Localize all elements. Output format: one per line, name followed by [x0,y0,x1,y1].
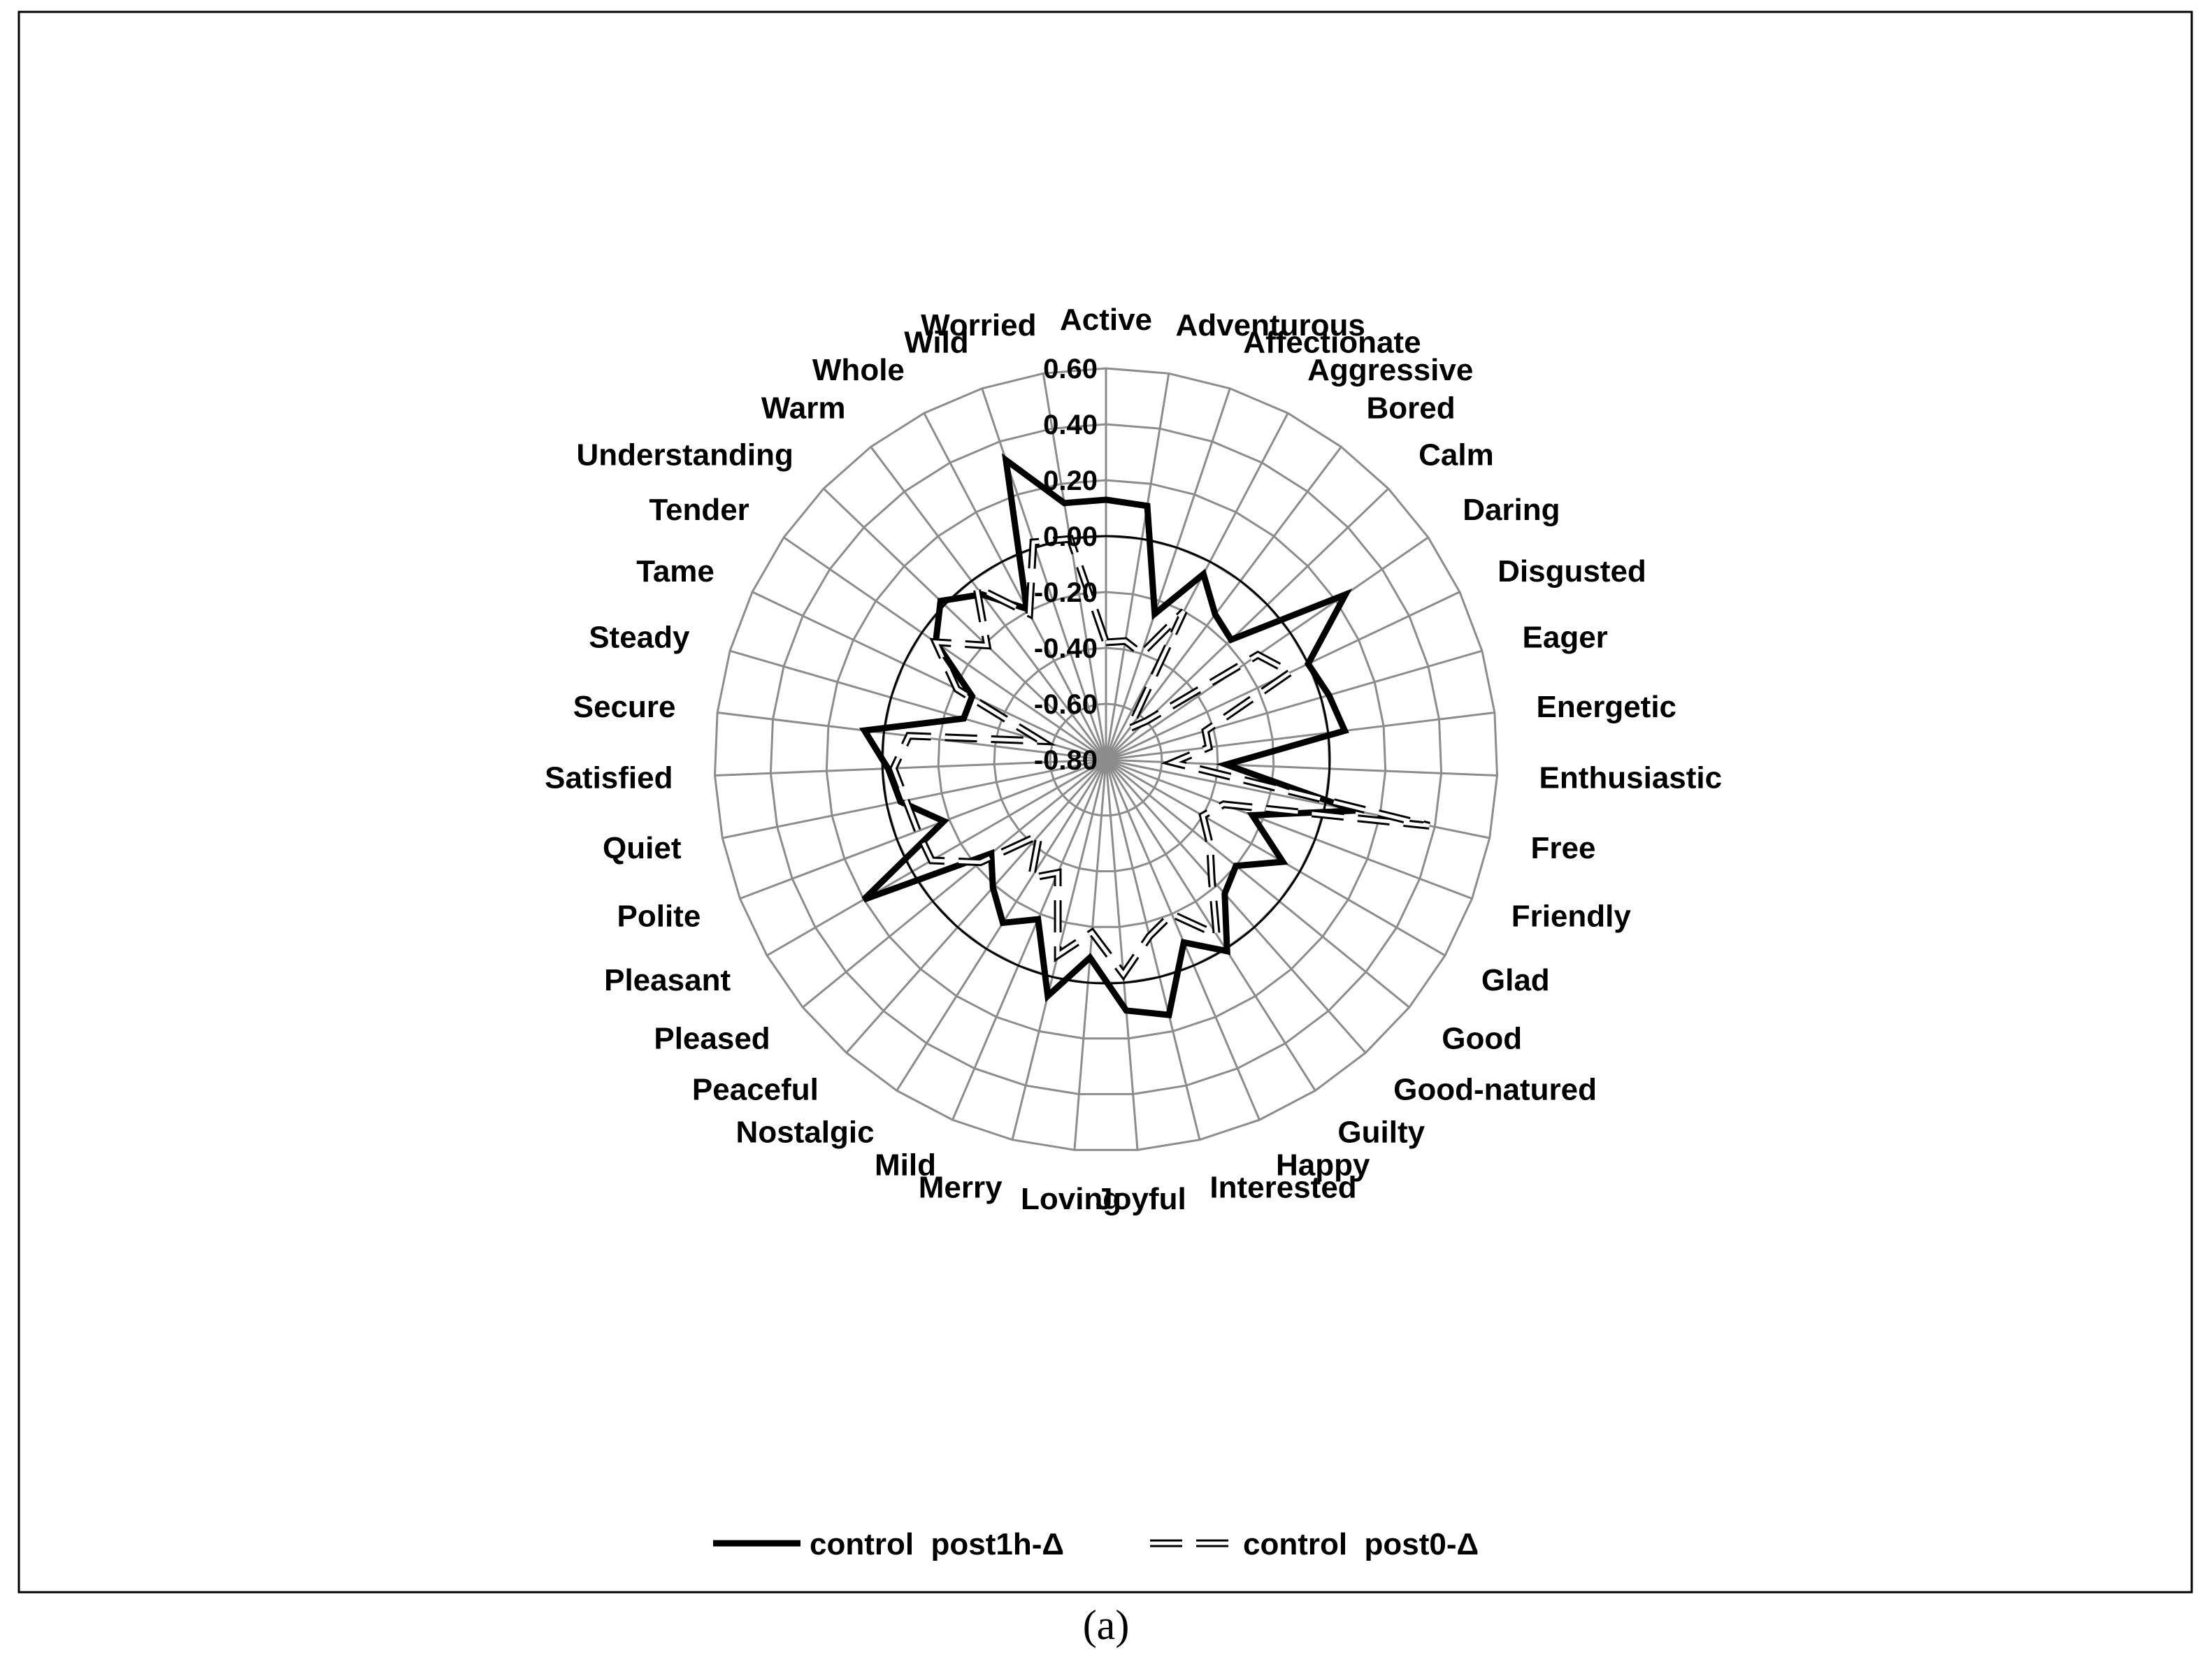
tick-label: 0.60 [1043,354,1098,384]
category-label: Guilty [1337,1116,1425,1150]
category-label: Pleasant [604,963,731,997]
grid-spoke [1105,758,1446,957]
grid-spoke [1042,373,1107,760]
grid-spoke [739,758,1107,900]
series-line-post0-inner [891,537,1430,978]
grid-spoke [951,759,1107,1120]
category-label: Understanding [576,438,793,472]
category-label: Pleased [654,1021,770,1055]
grid-spoke [1105,758,1410,1009]
grid-spoke [1105,759,1139,1150]
tick-label: 0.00 [1043,521,1098,552]
tick-label: -0.20 [1034,577,1098,608]
grid-spoke [1105,712,1495,761]
category-label: Good [1442,1021,1522,1055]
tick-label: 0.40 [1043,410,1098,440]
tick-label: 0.20 [1043,465,1098,496]
grid-spoke [802,758,1107,1009]
grid-spoke [870,446,1107,760]
category-label: Calm [1419,438,1494,472]
grid-ring [825,479,1387,1040]
grid-spoke [1105,758,1473,900]
category-label: Peaceful [692,1073,819,1107]
grid-spoke [714,758,1107,777]
grid-spoke [981,388,1107,760]
category-label: Bored [1367,391,1456,425]
radar-series [859,453,1430,1018]
grid-ring [769,423,1443,1095]
category-label: Secure [573,690,676,724]
grid-spoke [1105,388,1231,760]
category-label: Tame [636,554,714,589]
category-label: Nostalgic [736,1116,875,1150]
category-label: Enthusiastic [1539,760,1723,795]
category-label: Eager [1523,621,1608,655]
grid-ring [993,647,1219,872]
category-label: Warm [761,391,846,425]
grid-ring [1049,702,1163,817]
category-label: Adventurous [1176,308,1365,342]
category-label: Happy [1276,1148,1370,1183]
category-label: Energetic [1537,690,1677,724]
grid-spoke [1105,759,1201,1141]
figure-caption: (a) [1083,1602,1130,1648]
category-label: Worried [921,308,1036,342]
category-label: Free [1531,831,1596,865]
legend-label-post0: control post0-Δ [1243,1527,1479,1561]
category-label: Loving [1021,1182,1121,1216]
series-line-post1h [859,453,1357,1018]
category-label: Disgusted [1498,554,1646,589]
grid-spoke [845,759,1107,1054]
grid-spoke [1105,446,1342,760]
grid-spoke [923,412,1107,760]
category-label: Quiet [603,831,682,865]
grid-spoke [1105,759,1367,1054]
category-label: Active [1060,303,1152,337]
category-label: Whole [812,353,905,387]
category-label: Joyful [1096,1182,1186,1216]
category-label: Steady [589,621,690,655]
grid-spoke [1105,412,1289,760]
grid-spoke [823,488,1107,761]
category-label: Affectionate [1243,325,1421,359]
grid-spoke [1105,373,1170,760]
category-label: Daring [1463,493,1560,527]
category-label: Satisfied [545,760,673,795]
tick-label: -0.60 [1034,689,1098,720]
category-label: Glad [1481,963,1550,997]
grid-spoke [783,536,1107,761]
category-label: Mild [875,1148,936,1183]
category-label: Aggressive [1307,353,1473,387]
radial-axis-ticks: 0.60 0.40 0.20 0.00 -0.20 -0.40 -0.60 -0.80 [1034,354,1098,776]
category-label: Good-natured [1393,1073,1597,1107]
grid-spoke [1105,536,1429,761]
grid-ring [713,367,1499,1151]
tick-label: -0.40 [1034,633,1098,664]
chart-frame [17,10,2193,1594]
category-label: Polite [617,899,701,933]
tick-label: -0.80 [1034,745,1098,776]
category-label: Tender [649,493,749,527]
category-label: Interested [1209,1171,1356,1205]
legend: control post1h-Δ control post0-Δ [713,1527,1479,1561]
grid-spoke [752,591,1107,761]
grid-spoke [1105,649,1483,761]
category-label: Wild [904,325,968,359]
grid-spoke [1105,759,1316,1092]
legend-label-post1h: control post1h-Δ [810,1527,1064,1561]
category-label: Merry [919,1171,1003,1205]
grid-spoke [722,758,1107,839]
category-label: Friendly [1511,899,1632,933]
